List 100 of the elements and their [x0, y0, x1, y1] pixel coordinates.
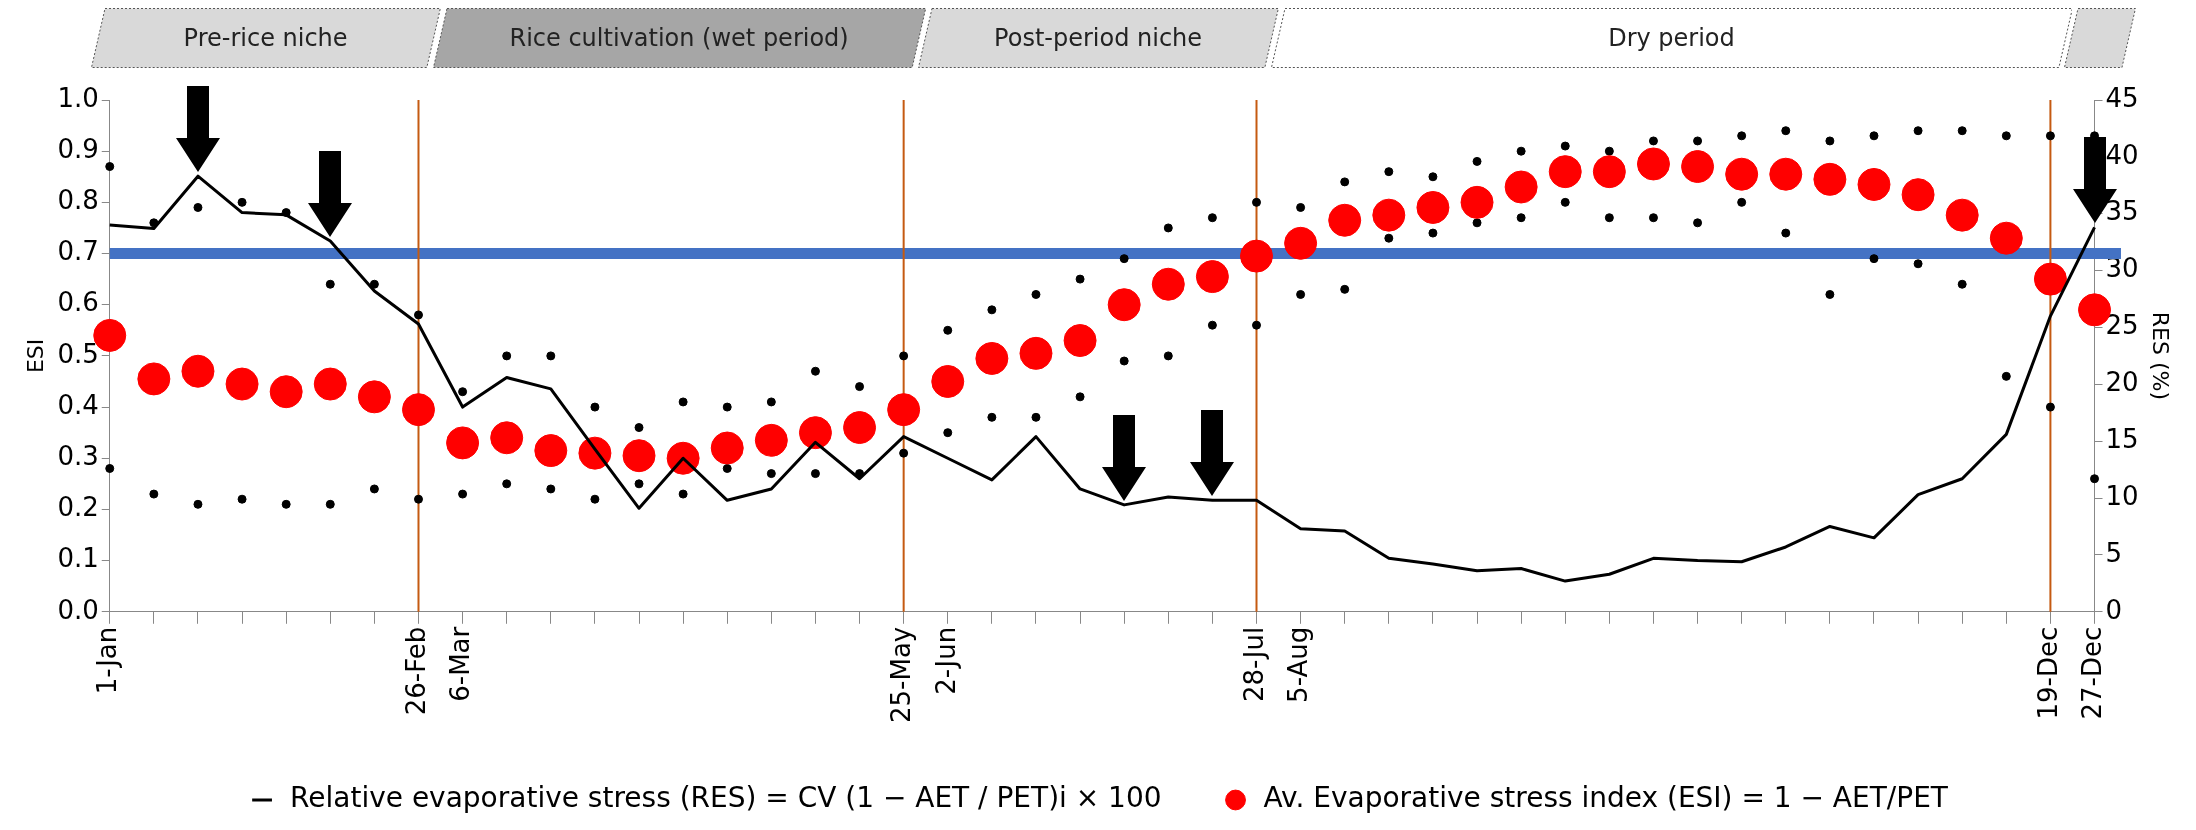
point	[810, 366, 820, 376]
point	[1989, 221, 2023, 255]
point	[1284, 226, 1318, 260]
text: Dry period	[1608, 24, 1735, 52]
legend-label: Av. Evaporative stress index (ESI) = 1 − AET/PET	[1263, 781, 1949, 815]
point	[193, 499, 203, 509]
point	[1857, 167, 1891, 201]
point	[237, 494, 247, 504]
point	[1913, 259, 1923, 269]
point	[1693, 136, 1703, 146]
point	[1516, 213, 1526, 223]
point	[1019, 336, 1053, 370]
point	[1604, 213, 1614, 223]
point	[590, 402, 600, 412]
point	[590, 494, 600, 504]
point	[1296, 202, 1306, 212]
text: Rice cultivation (wet period)	[509, 24, 849, 52]
x-tick-label: 6-Mar	[445, 626, 476, 702]
point	[622, 439, 656, 473]
y2-tick-label: 15	[2105, 423, 2139, 454]
point	[887, 393, 921, 427]
y2-tick-label: 20	[2105, 367, 2139, 398]
point	[281, 499, 291, 509]
legend-label: Relative evaporative stress (RES) = CV (1 − AET / PET)i × 100	[290, 781, 1162, 815]
point	[2001, 371, 2011, 381]
y-tick-label: 0.6	[57, 287, 99, 318]
point	[1957, 126, 1967, 136]
x-tick-label: 27-Dec	[2077, 626, 2108, 720]
point	[1725, 157, 1759, 191]
point	[1063, 324, 1097, 358]
point	[1681, 150, 1715, 184]
point	[943, 325, 953, 335]
point	[843, 411, 877, 445]
point	[1604, 146, 1614, 156]
point	[678, 489, 688, 499]
point	[1472, 156, 1482, 166]
point	[1428, 172, 1438, 182]
point	[325, 279, 335, 289]
x-tick-label: 26-Feb	[401, 626, 432, 716]
point	[1648, 136, 1658, 146]
y-tick-label: 0.3	[57, 441, 99, 471]
point	[2033, 262, 2067, 296]
y2-tick-label: 5	[2105, 537, 2123, 568]
point	[798, 416, 832, 450]
point	[105, 162, 115, 172]
point	[269, 375, 303, 409]
y-tick-label: 0.5	[57, 338, 99, 369]
point	[634, 479, 644, 489]
point	[1163, 351, 1173, 361]
point	[634, 423, 644, 433]
point	[766, 469, 776, 479]
point	[1031, 412, 1041, 422]
point	[1913, 126, 1923, 136]
point	[105, 463, 115, 473]
point	[931, 364, 965, 398]
point	[313, 367, 347, 401]
point	[1869, 254, 1879, 264]
point	[502, 351, 512, 361]
point	[1869, 131, 1879, 141]
point	[546, 484, 556, 494]
x-tick-label: 25-May	[886, 626, 917, 723]
y2-tick-label: 0	[2105, 594, 2123, 625]
y-tick-label: 0.9	[57, 133, 99, 164]
point	[1737, 197, 1747, 207]
point	[1340, 177, 1350, 187]
y-tick-label: 0.4	[57, 389, 99, 420]
y-tick-label: 0.1	[57, 543, 99, 574]
point	[1825, 136, 1835, 146]
point	[458, 489, 468, 499]
point	[369, 484, 379, 494]
point	[1428, 228, 1438, 238]
point	[369, 279, 379, 289]
point	[899, 448, 909, 458]
point	[225, 367, 259, 401]
y2-tick-label: 25	[2105, 310, 2139, 341]
text: Post-period niche	[994, 24, 1203, 52]
point	[1207, 213, 1217, 223]
point	[1151, 267, 1185, 301]
point	[149, 489, 159, 499]
point	[1119, 254, 1129, 264]
point	[1901, 178, 1935, 212]
point	[987, 412, 997, 422]
point	[1207, 320, 1217, 330]
point	[2001, 131, 2011, 141]
point	[1240, 239, 1273, 273]
point	[1107, 288, 1141, 322]
y2-axis-title: RES (%)	[2148, 311, 2174, 400]
point	[181, 354, 215, 388]
x-tick-label: 28-Jul	[1239, 626, 1270, 703]
point	[1945, 198, 1979, 232]
x-tick-label: 2-Jun	[930, 626, 961, 695]
x-tick-label: 19-Dec	[2033, 626, 2064, 720]
point	[1195, 260, 1229, 294]
point	[1472, 218, 1482, 228]
point	[2045, 402, 2055, 412]
y2-tick-label: 40	[2105, 139, 2139, 170]
point	[1648, 213, 1658, 223]
point	[2090, 474, 2100, 484]
point	[1737, 131, 1747, 141]
y2-tick-label: 35	[2105, 196, 2139, 227]
